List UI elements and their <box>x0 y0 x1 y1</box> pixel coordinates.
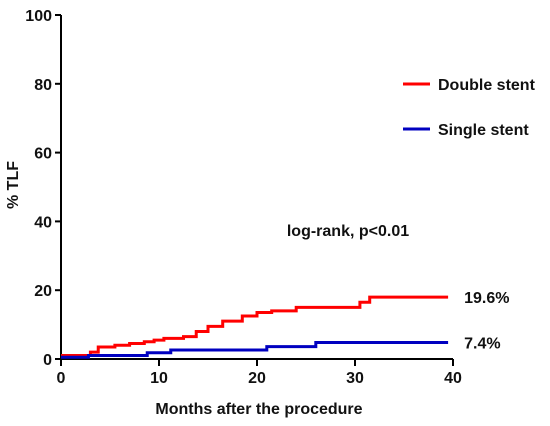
series-layer: 19.6% 7.4% <box>61 290 509 359</box>
x-tick-label: 20 <box>248 370 266 387</box>
double-stent-end-label: 19.6% <box>464 290 509 307</box>
x-axis-title: Months after the procedure <box>155 401 362 418</box>
x-axis: 0 10 20 30 40 <box>57 358 462 387</box>
y-tick-label: 60 <box>34 146 52 163</box>
double-stent-line <box>61 295 449 358</box>
x-tick-label: 40 <box>444 370 462 387</box>
y-axis-title: % TLF <box>5 161 22 209</box>
y-tick-label: 80 <box>34 77 52 94</box>
single-stent-line <box>61 340 449 359</box>
x-tick-label: 10 <box>150 370 168 387</box>
x-tick-label: 0 <box>57 370 66 387</box>
legend: Double stent Single stent <box>403 77 536 139</box>
y-axis: 0 20 40 60 80 100 <box>25 8 62 369</box>
y-tick-label: 100 <box>25 8 52 25</box>
legend-single-stent-label: Single stent <box>438 122 529 139</box>
y-tick-label: 20 <box>34 283 52 300</box>
x-tick-label: 30 <box>346 370 364 387</box>
single-stent-end-label: 7.4% <box>464 335 500 352</box>
legend-double-stent-label: Double stent <box>438 77 536 94</box>
log-rank-annotation: log-rank, p<0.01 <box>287 223 409 240</box>
y-tick-label: 0 <box>43 352 52 369</box>
y-tick-label: 40 <box>34 214 52 231</box>
